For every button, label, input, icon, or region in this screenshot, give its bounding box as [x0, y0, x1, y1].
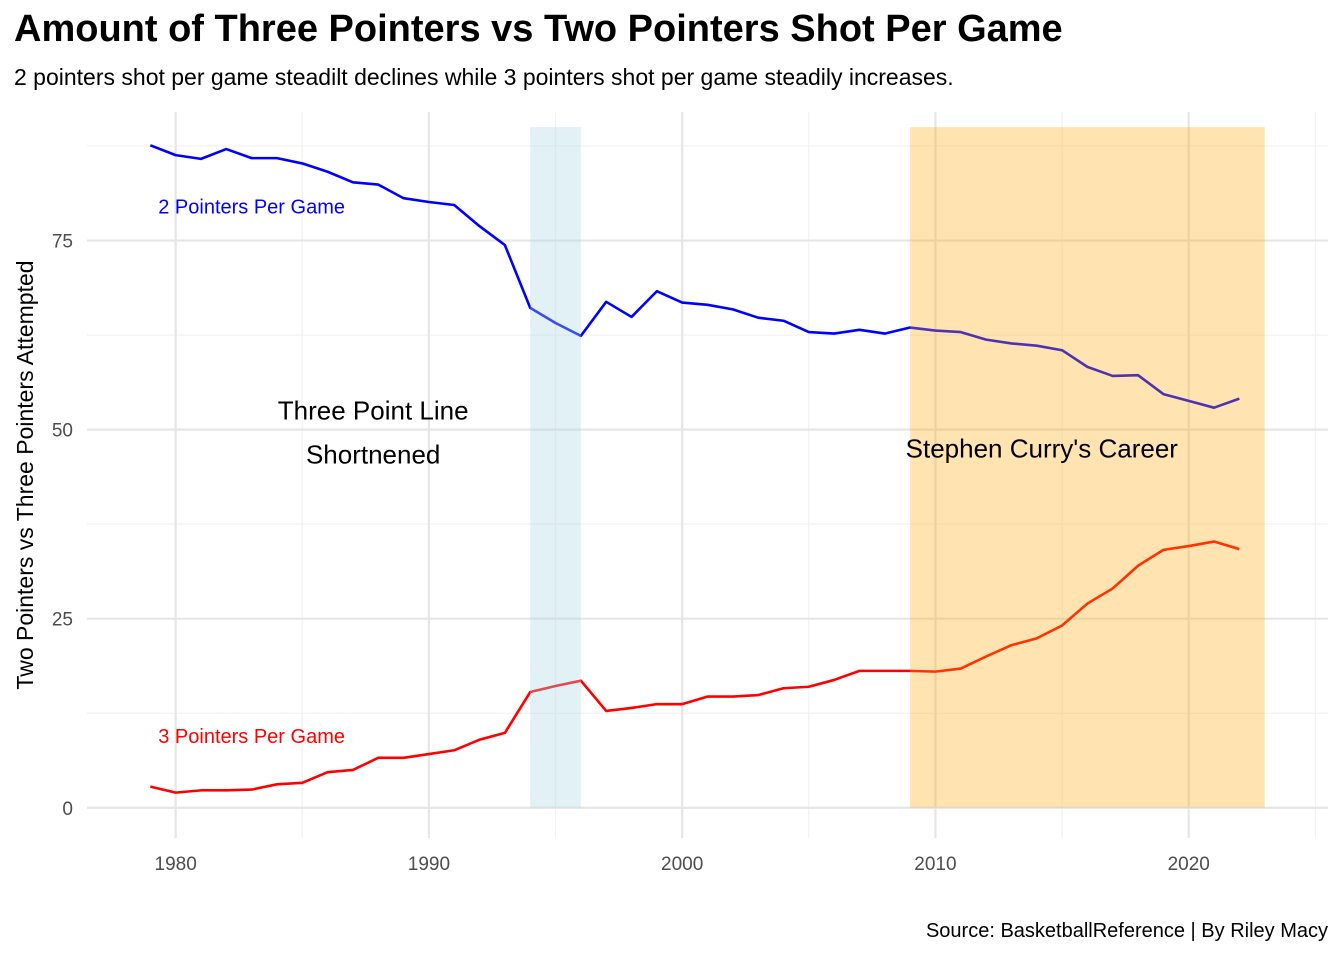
grid-lines — [87, 112, 1328, 838]
chart-subtitle: 2 pointers shot per game steadilt declin… — [14, 64, 954, 90]
shaded-regions — [530, 127, 1265, 808]
series-lines — [149, 144, 1240, 794]
source-caption: Source: BasketballReference | By Riley M… — [925, 920, 1328, 942]
shaded-region — [530, 127, 581, 808]
x-tick-label: 2020 — [1168, 854, 1210, 875]
y-tick-label: 50 — [52, 421, 73, 442]
y-tick-label: 75 — [52, 232, 73, 253]
x-tick-label: 1990 — [408, 854, 450, 875]
x-tick-label: 1980 — [155, 854, 197, 875]
chart-labels: Three Point Line Shortnened Stephen Curry'… — [158, 197, 1178, 748]
y-tick-label: 0 — [62, 799, 73, 820]
annotation-label: Shortnened — [306, 440, 440, 470]
y-tick-label: 25 — [52, 610, 73, 631]
shaded-region — [910, 127, 1265, 808]
annotation-label: Stephen Curry's Career — [906, 434, 1179, 464]
chart-title: Amount of Three Pointers vs Two Pointers… — [14, 8, 1063, 50]
series-line-2-pointers-per-game — [149, 144, 1240, 409]
series-label: 2 Pointers Per Game — [158, 197, 345, 219]
y-axis-label: Two Pointers vs Three Pointers Attempted — [12, 260, 38, 689]
series-line-3-pointers-per-game — [150, 540, 1240, 794]
series-label: 3 Pointers Per Game — [158, 726, 345, 748]
annotation-label: Three Point Line — [278, 396, 469, 426]
x-tick-label: 2000 — [661, 854, 703, 875]
x-tick-label: 2010 — [914, 854, 956, 875]
axis-ticks: 1980 1990 2000 2010 2020 0 25 50 75 — [52, 232, 1210, 875]
